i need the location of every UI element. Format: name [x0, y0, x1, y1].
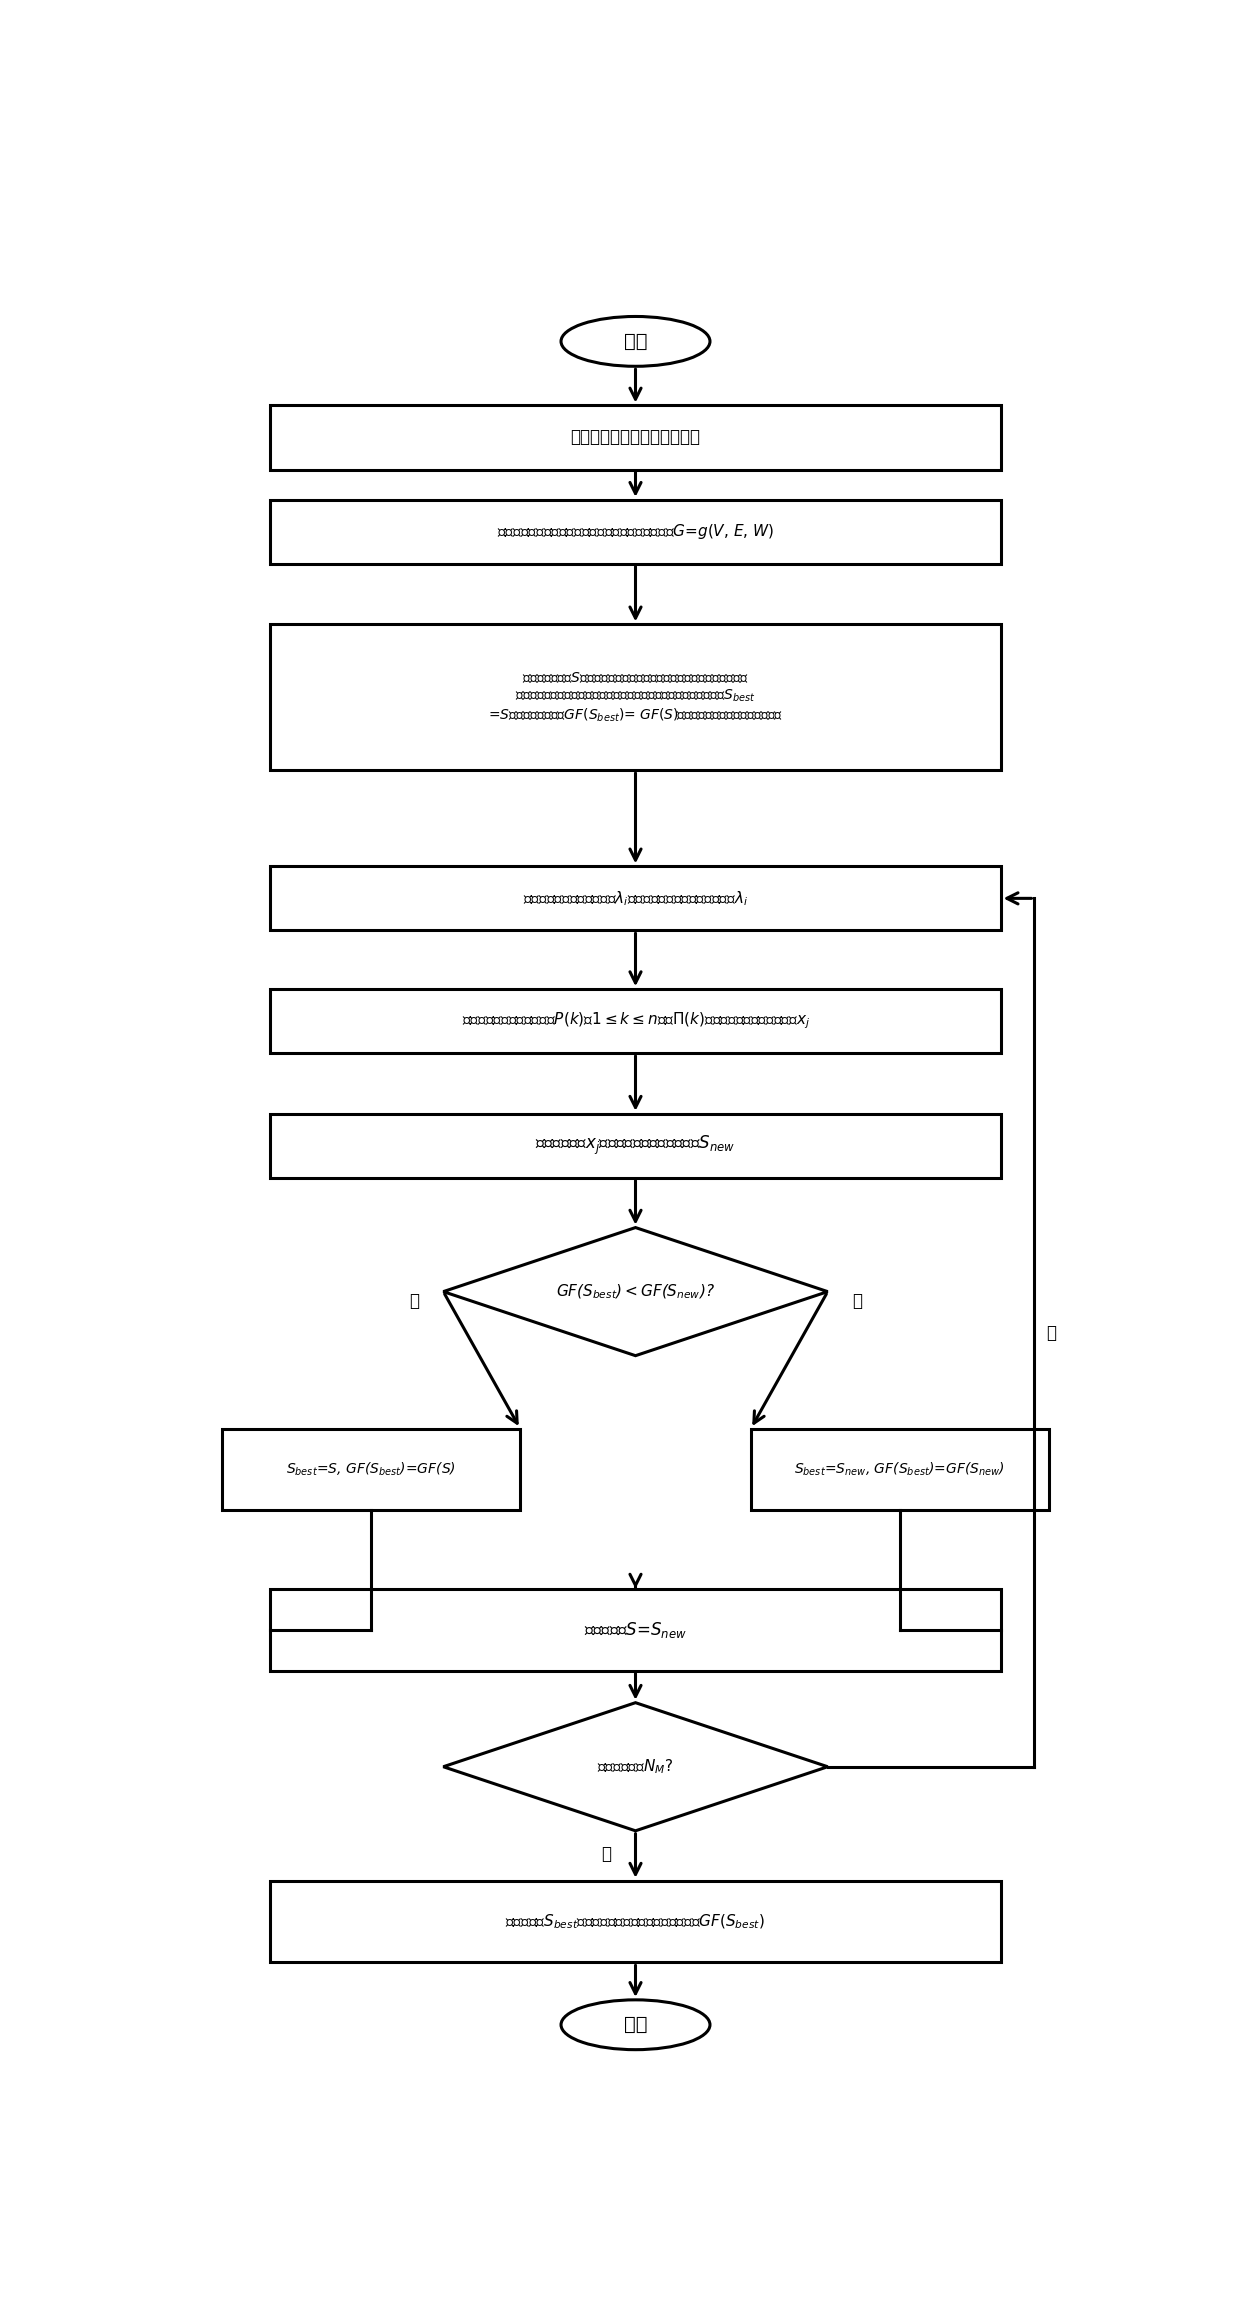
Text: 开始: 开始: [624, 333, 647, 351]
Text: $S_{best}$=$S$, $GF$($S_{best}$)=$GF$($S$): $S_{best}$=$S$, $GF$($S_{best}$)=$GF$($S…: [286, 1461, 456, 1479]
Bar: [270, 404, 1001, 469]
Bar: [270, 1588, 1001, 1671]
Text: $S_{best}$=$S_{new}$, $GF$($S_{best}$)=$GF$($S_{new}$): $S_{best}$=$S_{new}$, $GF$($S_{best}$)=$…: [795, 1461, 1006, 1479]
Bar: [270, 989, 1001, 1054]
Text: 计算各个节点的局部适应度$\lambda_i$，并按照从小到大的顺序的排列$\lambda_i$: 计算各个节点的局部适应度$\lambda_i$，并按照从小到大的顺序的排列$\l…: [523, 890, 748, 908]
Ellipse shape: [560, 317, 711, 365]
Bar: [270, 624, 1001, 770]
Text: 最大迭代步数$N_M$?: 最大迭代步数$N_M$?: [598, 1756, 673, 1777]
Text: 否: 否: [852, 1292, 862, 1310]
Text: 否: 否: [1045, 1324, 1055, 1343]
Text: 随机产生初始解$S$，即将整个电力网络随机分为两部分，每个部分的节点
数相同，在每部分中由边相连的点组成社区，并初始化设置：最好解$S_{best}$
=$S$: 随机产生初始解$S$，即将整个电力网络随机分为两部分，每个部分的节点 数相同，在…: [487, 670, 784, 723]
Text: 是: 是: [601, 1844, 611, 1863]
Text: 将选择的节点$x_j$移至另一部分中，得到新解$S_{new}$: 将选择的节点$x_j$移至另一部分中，得到新解$S_{new}$: [536, 1135, 735, 1158]
Text: 无条件接受$S$=$S_{new}$: 无条件接受$S$=$S_{new}$: [584, 1620, 687, 1641]
Text: 依据拓展演化概率分布函数$P(k)$，$1{\leq}k{\leq}n$选择$\Pi(k)$，并将其对应的节点标记为$x_j$: 依据拓展演化概率分布函数$P(k)$，$1{\leq}k{\leq}n$选择$\…: [461, 1010, 810, 1031]
Ellipse shape: [560, 1999, 711, 2050]
Bar: [270, 499, 1001, 564]
Text: 结束: 结束: [624, 2015, 647, 2034]
Text: 是: 是: [409, 1292, 419, 1310]
Text: 电力网络模型构建：将静态电力网络描述为加权网络$G$=$g$($V$, $E$, $W$): 电力网络模型构建：将静态电力网络描述为加权网络$G$=$g$($V$, $E$,…: [497, 522, 774, 541]
Text: $GF$($S_{best}$)$<$$GF$($S_{new}$)?: $GF$($S_{best}$)$<$$GF$($S_{new}$)?: [556, 1283, 715, 1301]
Text: 输出最好解$S_{best}$、对应的社团结构数目和全局适应度$GF$($S_{best}$): 输出最好解$S_{best}$、对应的社团结构数目和全局适应度$GF$($S_{…: [506, 1911, 765, 1930]
Text: 电力网络特征参数的数据采集: 电力网络特征参数的数据采集: [570, 428, 701, 446]
Bar: [751, 1428, 1049, 1511]
Bar: [270, 1881, 1001, 1962]
Bar: [222, 1428, 521, 1511]
Bar: [270, 1114, 1001, 1179]
Polygon shape: [444, 1703, 828, 1830]
Bar: [270, 867, 1001, 931]
Polygon shape: [444, 1227, 828, 1357]
